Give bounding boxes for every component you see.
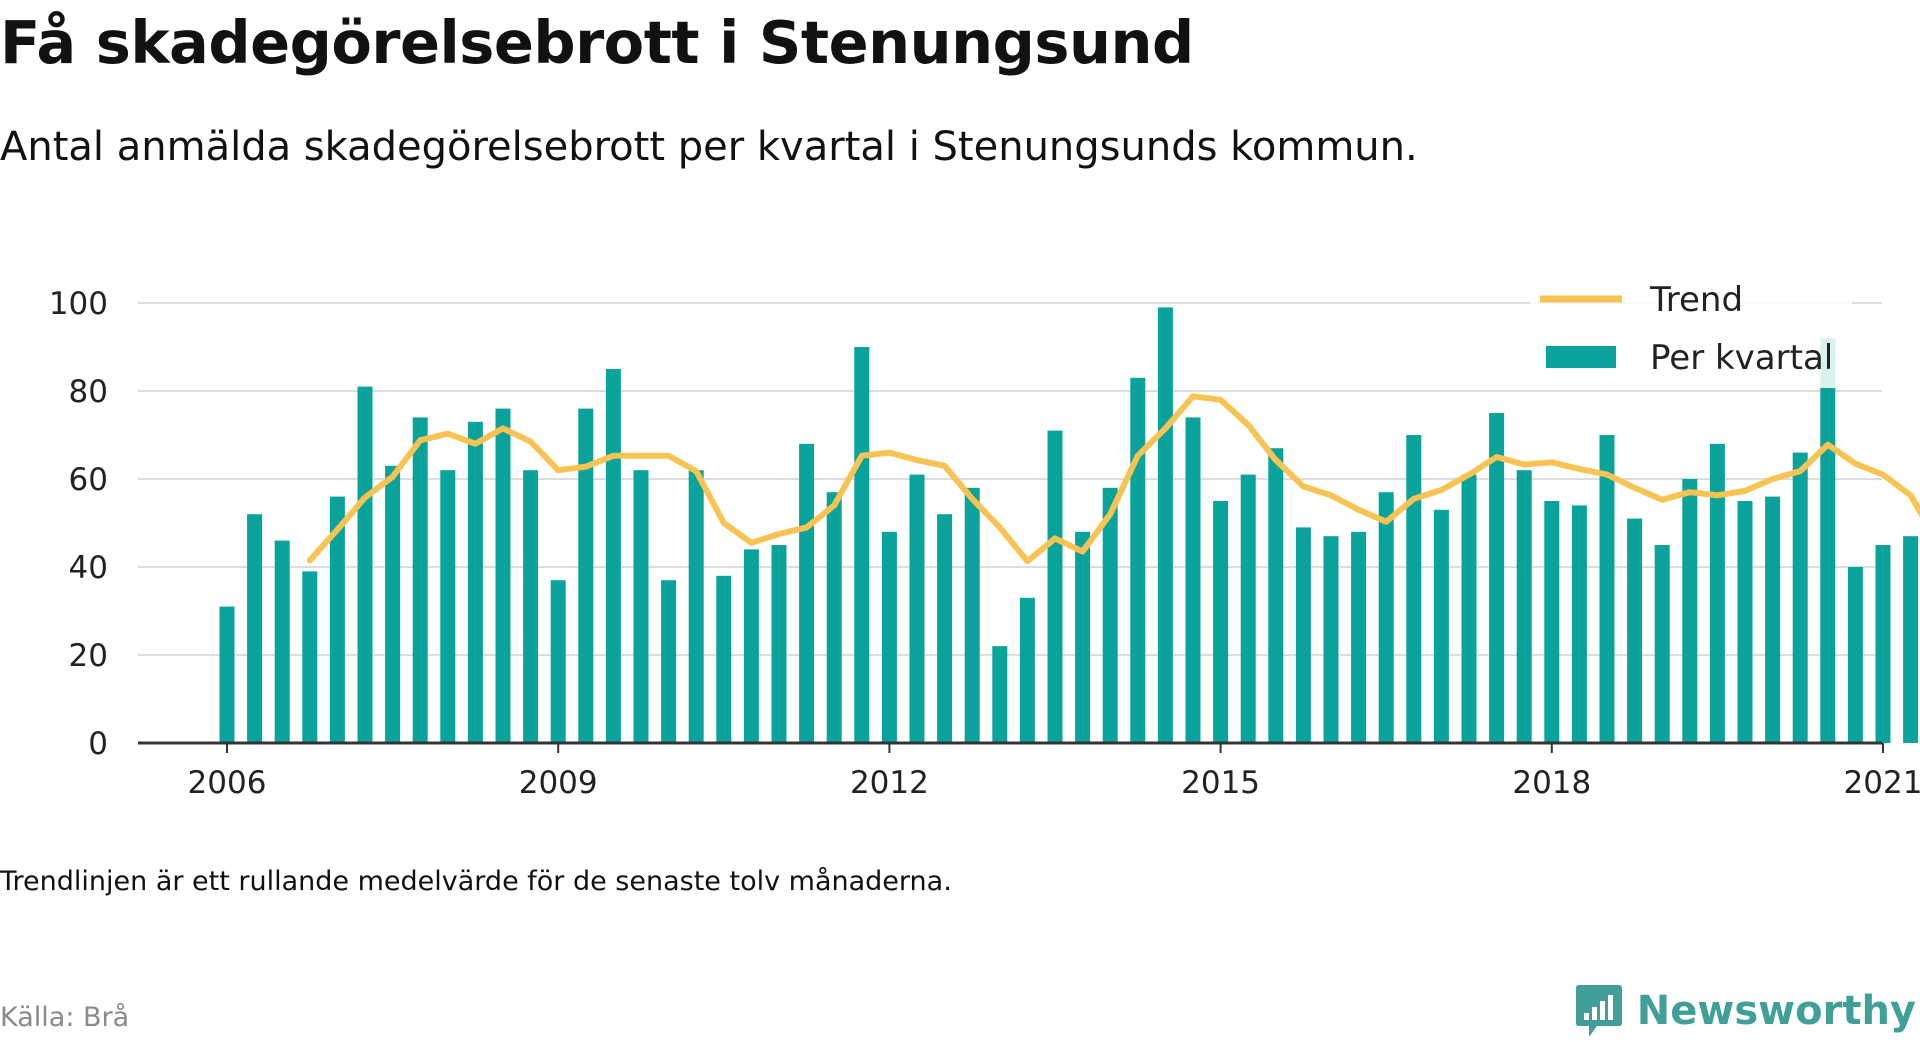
bar: [275, 541, 290, 743]
bar: [1682, 479, 1697, 743]
bar: [799, 444, 814, 743]
bar: [1213, 501, 1228, 743]
y-tick-label: 100: [49, 286, 108, 322]
y-axis-tick-labels: 0 20 40 60 80 100: [49, 286, 108, 762]
bar: [1186, 417, 1201, 743]
bar: [1130, 378, 1145, 743]
bar: [827, 492, 842, 743]
bar: [1544, 501, 1559, 743]
bar: [1462, 475, 1477, 743]
bar: [247, 514, 262, 743]
bar: [1379, 492, 1394, 743]
brand-logo: Newsworthy: [1575, 980, 1916, 1042]
bar: [1020, 598, 1035, 743]
bar: [302, 571, 317, 743]
x-tick-label: 2015: [1181, 765, 1260, 801]
y-tick-label: 0: [88, 726, 108, 762]
y-tick-label: 20: [69, 638, 108, 674]
bar: [606, 369, 621, 743]
bar: [413, 417, 428, 743]
bar: [1572, 505, 1587, 743]
bar: [551, 580, 566, 743]
legend-bars-swatch: [1546, 346, 1616, 368]
bar: [1268, 448, 1283, 743]
y-tick-label: 40: [69, 550, 108, 586]
bar: [1627, 519, 1642, 743]
bar: [1738, 501, 1753, 743]
bar: [937, 514, 952, 743]
bar: [1241, 475, 1256, 743]
bar: [1655, 545, 1670, 743]
bar: [910, 475, 925, 743]
bar: [1600, 435, 1615, 743]
bar: [523, 470, 538, 743]
bar: [1876, 545, 1891, 743]
bar: [1048, 431, 1063, 743]
bar: [882, 532, 897, 743]
legend: Trend Per kvartal: [1530, 250, 1852, 388]
bar: [965, 488, 980, 743]
x-tick-label: 2021: [1844, 765, 1920, 801]
bar: [1903, 536, 1918, 743]
bar: [992, 646, 1007, 743]
newsworthy-logo-icon: [1575, 983, 1623, 1039]
legend-bars-label: Per kvartal: [1650, 338, 1833, 378]
y-tick-label: 60: [69, 462, 108, 498]
bar: [440, 470, 455, 743]
footnote: Trendlinjen är ett rullande medelvärde f…: [0, 866, 952, 897]
x-tick-label: 2006: [188, 765, 267, 801]
bar: [1765, 497, 1780, 743]
source-label: Källa: Brå: [0, 1002, 129, 1033]
bar: [385, 466, 400, 743]
bar: [578, 409, 593, 743]
bar: [220, 607, 235, 743]
page-subtitle: Antal anmälda skadegörelsebrott per kvar…: [0, 124, 1418, 170]
bar: [1793, 453, 1808, 743]
bar: [661, 580, 676, 743]
x-tick-label: 2009: [519, 765, 598, 801]
bar: [716, 576, 731, 743]
bar: [468, 422, 483, 743]
bar: [854, 347, 869, 743]
bar: [358, 387, 373, 743]
bar: [634, 470, 649, 743]
bar: [1158, 307, 1173, 743]
page-title: Få skadegörelsebrott i Stenungsund: [0, 8, 1194, 77]
bar: [1517, 470, 1532, 743]
bar: [1075, 532, 1090, 743]
bar: [1820, 338, 1835, 743]
legend-trend-label: Trend: [1649, 280, 1743, 320]
bar: [1296, 527, 1311, 743]
bar: [689, 470, 704, 743]
bar: [1351, 532, 1366, 743]
bar: [1324, 536, 1339, 743]
bar: [496, 409, 511, 743]
bar: [1848, 567, 1863, 743]
brand-name: Newsworthy: [1637, 988, 1916, 1034]
x-tick-label: 2012: [850, 765, 929, 801]
bar: [1710, 444, 1725, 743]
bar: [1406, 435, 1421, 743]
bar: [744, 549, 759, 743]
x-axis: 2006200920122015201820212023: [138, 743, 1920, 801]
y-tick-label: 80: [69, 374, 108, 410]
bar: [772, 545, 787, 743]
bar: [1434, 510, 1449, 743]
x-tick-label: 2018: [1512, 765, 1591, 801]
